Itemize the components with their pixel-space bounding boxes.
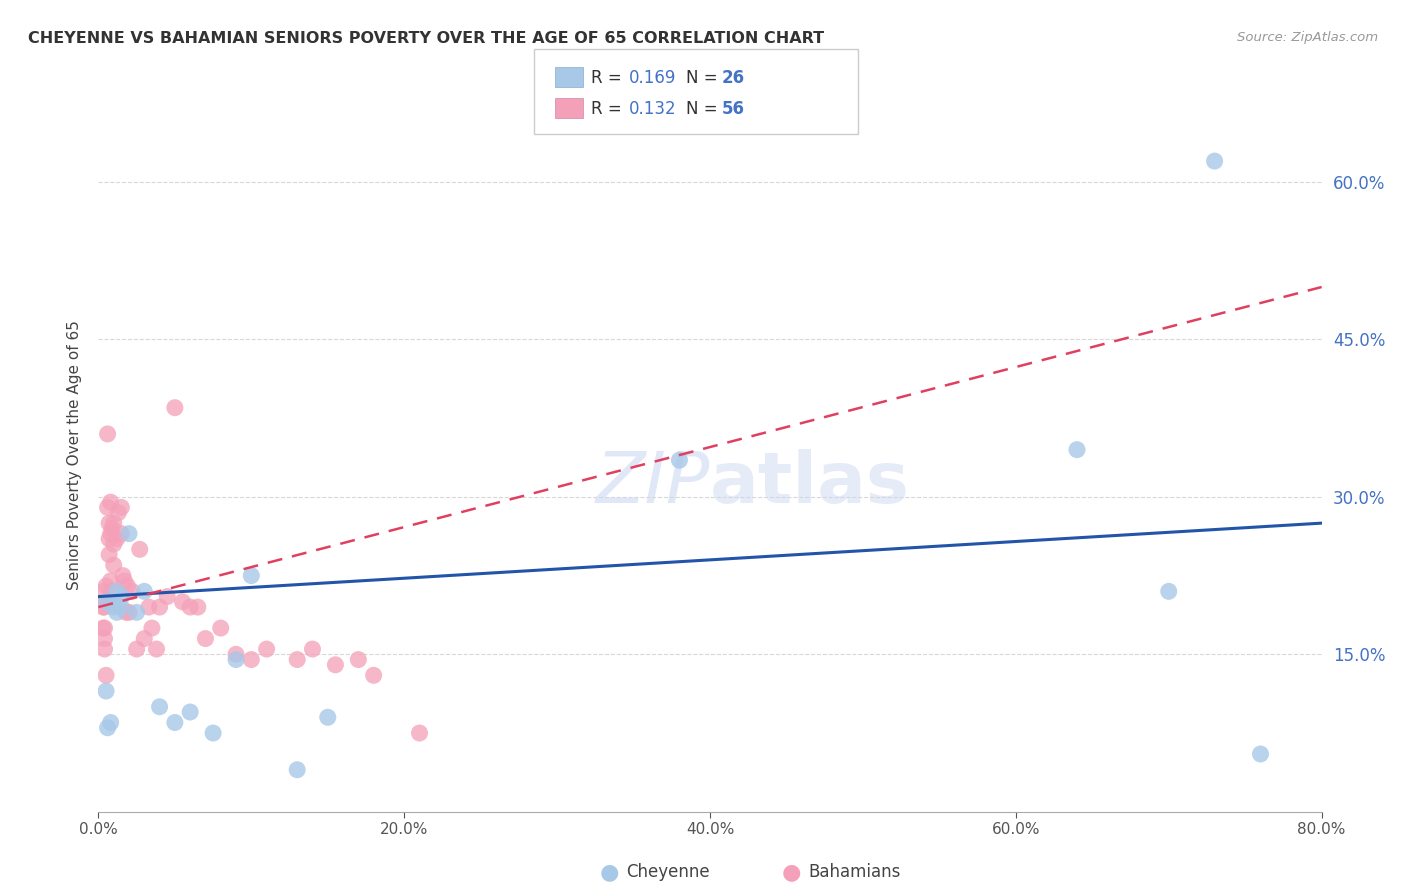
Point xyxy=(1157,584,1180,599)
Point xyxy=(110,590,132,604)
Point xyxy=(94,595,117,609)
Text: R =: R = xyxy=(591,100,627,118)
Point xyxy=(91,584,114,599)
Point xyxy=(125,605,148,619)
Point xyxy=(103,558,125,573)
Point xyxy=(98,548,121,562)
Text: N =: N = xyxy=(686,69,723,87)
Point xyxy=(125,642,148,657)
Point xyxy=(103,537,125,551)
Text: Source: ZipAtlas.com: Source: ZipAtlas.com xyxy=(1237,31,1378,45)
Point xyxy=(93,621,115,635)
Point xyxy=(187,600,209,615)
Point xyxy=(121,584,143,599)
Point xyxy=(163,401,186,415)
Point xyxy=(101,521,124,535)
Point xyxy=(103,595,125,609)
Point xyxy=(179,705,201,719)
Point xyxy=(103,516,125,530)
Point xyxy=(115,605,138,619)
Point xyxy=(256,642,278,657)
Text: Bahamians: Bahamians xyxy=(808,863,901,881)
Point xyxy=(93,632,115,646)
Point xyxy=(97,426,120,441)
Text: R =: R = xyxy=(591,69,627,87)
Point xyxy=(1249,747,1271,761)
Point xyxy=(105,584,128,599)
Point xyxy=(100,574,122,588)
Text: ●: ● xyxy=(599,863,619,882)
Point xyxy=(149,699,172,714)
Point xyxy=(668,453,690,467)
Point xyxy=(149,600,172,615)
Text: 26: 26 xyxy=(721,69,744,87)
Text: CHEYENNE VS BAHAMIAN SENIORS POVERTY OVER THE AGE OF 65 CORRELATION CHART: CHEYENNE VS BAHAMIAN SENIORS POVERTY OVE… xyxy=(28,31,824,46)
Point xyxy=(325,657,347,672)
Point xyxy=(163,715,186,730)
Point xyxy=(285,763,308,777)
Point xyxy=(118,526,141,541)
Point xyxy=(112,574,135,588)
Text: atlas: atlas xyxy=(710,449,910,518)
Text: 0.169: 0.169 xyxy=(628,69,676,87)
Point xyxy=(100,495,122,509)
Point xyxy=(128,542,150,557)
Point xyxy=(118,605,141,619)
Point xyxy=(98,516,121,530)
Point xyxy=(316,710,339,724)
Point xyxy=(141,621,163,635)
Text: Cheyenne: Cheyenne xyxy=(626,863,709,881)
Point xyxy=(110,526,132,541)
Point xyxy=(94,595,117,609)
Point xyxy=(240,568,263,582)
Point xyxy=(179,600,201,615)
Point xyxy=(101,584,124,599)
Point xyxy=(100,526,122,541)
Point xyxy=(100,715,122,730)
Point xyxy=(363,668,385,682)
Text: N =: N = xyxy=(686,100,723,118)
Text: ●: ● xyxy=(782,863,801,882)
Point xyxy=(225,648,247,662)
Point xyxy=(103,600,125,615)
Point xyxy=(194,632,217,646)
Point xyxy=(1204,154,1226,169)
Point xyxy=(1066,442,1088,457)
Point xyxy=(107,506,129,520)
Point xyxy=(134,632,156,646)
Point xyxy=(240,652,263,666)
Point xyxy=(111,568,134,582)
Point xyxy=(202,726,225,740)
Point xyxy=(145,642,167,657)
Text: 0.132: 0.132 xyxy=(628,100,676,118)
Point xyxy=(209,621,232,635)
Point xyxy=(98,532,121,546)
Point xyxy=(105,605,128,619)
Y-axis label: Seniors Poverty Over the Age of 65: Seniors Poverty Over the Age of 65 xyxy=(66,320,82,590)
Point xyxy=(301,642,323,657)
Point xyxy=(93,642,115,657)
Point xyxy=(97,721,120,735)
Point xyxy=(94,684,117,698)
Point xyxy=(91,600,114,615)
Point xyxy=(117,579,139,593)
Text: 56: 56 xyxy=(721,100,744,118)
Point xyxy=(110,500,132,515)
Point xyxy=(110,600,132,615)
Point xyxy=(91,621,114,635)
Point xyxy=(94,579,117,593)
Point xyxy=(105,532,128,546)
Text: ZIP: ZIP xyxy=(596,449,710,518)
Point xyxy=(93,600,115,615)
Point xyxy=(225,652,247,666)
Point xyxy=(97,500,120,515)
Point xyxy=(347,652,370,666)
Point xyxy=(134,584,156,599)
Point xyxy=(408,726,430,740)
Point xyxy=(138,600,160,615)
Point xyxy=(285,652,308,666)
Point xyxy=(94,668,117,682)
Point xyxy=(172,595,194,609)
Point xyxy=(156,590,179,604)
